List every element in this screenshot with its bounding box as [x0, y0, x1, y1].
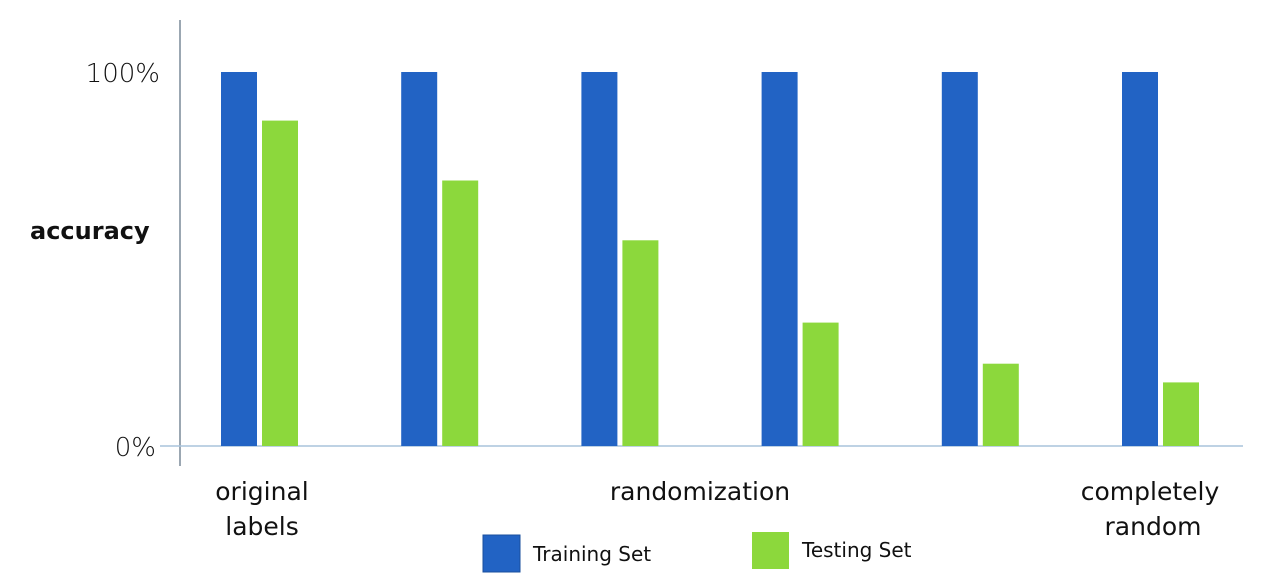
y-tick-label-bottom: 0% [115, 433, 156, 463]
testing-bar-5 [982, 363, 1019, 446]
training-bar-3 [581, 72, 618, 446]
category-label-original-line2: labels [225, 512, 299, 541]
category-label-original-line1: original [215, 477, 308, 506]
training-bar-5 [941, 72, 978, 446]
testing-bar-3 [622, 240, 659, 446]
training-bar-4 [761, 72, 798, 446]
testing-bar-1 [262, 120, 298, 446]
training-bar-2 [401, 72, 438, 446]
training-bar-1 [221, 72, 257, 446]
category-label-completely-line2: random [1105, 512, 1202, 541]
category-label-completely-line1: completely [1081, 477, 1220, 506]
testing-bar-4 [802, 322, 839, 446]
category-label-randomization: randomization [610, 477, 790, 506]
legend-swatch-testing [752, 532, 789, 569]
testing-bar-2 [442, 180, 479, 446]
y-axis-label: accuracy [30, 217, 150, 245]
legend-label-training: Training Set [532, 542, 651, 566]
y-tick-label-top: 100% [86, 59, 160, 89]
legend-label-testing: Testing Set [801, 538, 912, 562]
bars-group [221, 72, 1199, 446]
testing-bar-6 [1163, 382, 1199, 446]
training-bar-6 [1122, 72, 1158, 446]
legend-swatch-training [482, 534, 521, 573]
